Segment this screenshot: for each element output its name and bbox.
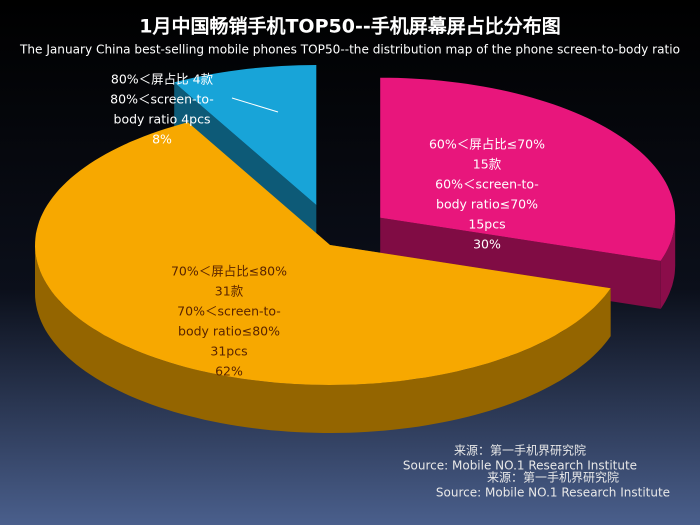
value-label: 8% <box>152 132 172 147</box>
slice-label: 60%＜screen-to- <box>435 177 539 192</box>
pie-slice <box>380 77 676 261</box>
slice-labels: 60%＜屏占比≤70% 15款 60%＜screen-to-body ratio≤7… <box>110 72 545 379</box>
leader-line <box>231 97 279 113</box>
chart-title: 1月中国畅销手机TOP50--手机屏幕屏占比分布图 <box>139 15 560 38</box>
value-label: 30% <box>473 237 501 252</box>
slice-tops <box>35 65 676 386</box>
slice-label: 31款 <box>215 284 244 299</box>
slice-label: body ratio 4pcs <box>114 112 211 127</box>
slice-label: 60%＜屏占比≤70% <box>429 137 545 152</box>
slice-label: body ratio≤80% <box>178 324 280 339</box>
value-label: 62% <box>215 364 243 379</box>
source-text: Source: Mobile NO.1 Research Institute <box>436 486 670 500</box>
slice-label: body ratio≤70% <box>436 197 538 212</box>
slice-label: 70%＜screen-to- <box>177 304 281 319</box>
pie-slice <box>35 122 611 386</box>
slice-label: 15pcs <box>468 217 505 232</box>
source-text: Source: Mobile NO.1 Research Institute <box>403 459 637 473</box>
slice-label: 70%＜屏占比≤80% <box>171 264 287 279</box>
slice-label: 31pcs <box>210 344 247 359</box>
slice-label: 15款 <box>473 157 502 172</box>
slice-label: 80%＜屏占比 4款 <box>111 72 214 87</box>
slice-label: 80%＜screen-to- <box>110 92 214 107</box>
pie-slice <box>174 65 317 205</box>
source-text: 来源：第一手机界研究院 <box>487 470 619 485</box>
slice-side <box>660 217 676 309</box>
slice-side <box>35 245 611 433</box>
chart-subtitle: The January China best-selling mobile ph… <box>19 43 680 57</box>
source-text: 来源：第一手机界研究院 <box>454 443 586 458</box>
